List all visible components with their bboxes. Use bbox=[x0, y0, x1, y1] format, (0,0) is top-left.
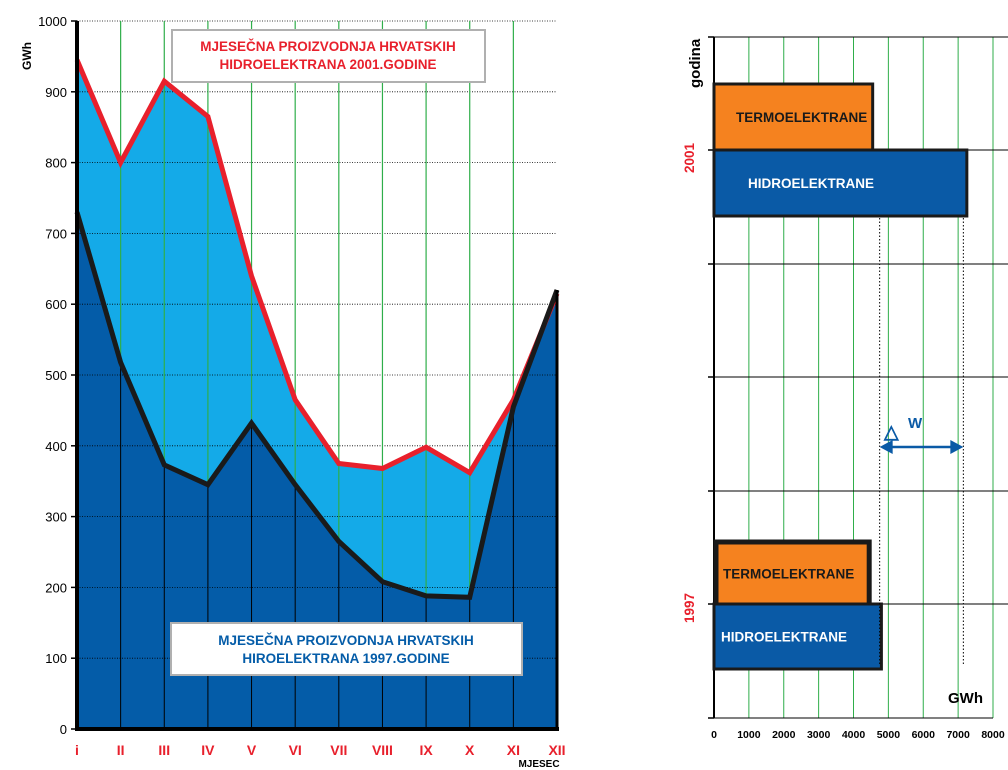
x-tick-label: XI bbox=[507, 742, 520, 758]
legend-2001-line: MJESEČNA PROIZVODNJA HRVATSKIH bbox=[200, 39, 456, 54]
y-tick-label: 100 bbox=[45, 651, 67, 666]
y-tick-label: 300 bbox=[45, 510, 67, 525]
x-tick-label: 8000 bbox=[981, 729, 1005, 741]
x-tick-label: 7000 bbox=[946, 729, 970, 741]
y-axis-label: godina bbox=[687, 38, 704, 88]
y-axis-label: GWh bbox=[20, 42, 34, 70]
group-label-2001: 2001 bbox=[682, 142, 697, 173]
area-1997 bbox=[77, 212, 557, 729]
y-tick-label: 800 bbox=[45, 156, 67, 171]
bar-hidroelektrane-1997 bbox=[712, 602, 883, 671]
bar-label: HIDROELEKTRANE bbox=[748, 176, 874, 191]
legend-box-2001 bbox=[171, 29, 486, 83]
x-tick-label: III bbox=[158, 742, 170, 758]
x-tick-label: II bbox=[117, 742, 125, 758]
y-tick-label: 500 bbox=[45, 368, 67, 383]
legend-1997-line: MJESEČNA PROIZVODNJA HRVATSKIH bbox=[218, 633, 474, 648]
bar-label: TERMOELEKTRANE bbox=[736, 110, 867, 125]
series-line-2001 bbox=[74, 58, 560, 477]
x-tick-label: 2000 bbox=[772, 729, 796, 741]
delta-arrowhead-left bbox=[879, 440, 893, 454]
x-tick-label: 4000 bbox=[842, 729, 866, 741]
x-tick-label: XII bbox=[548, 742, 565, 758]
x-axis-label: MJESEC bbox=[518, 759, 559, 770]
x-tick-label: 5000 bbox=[877, 729, 901, 741]
delta-label: W bbox=[908, 415, 923, 432]
x-tick-label: VI bbox=[289, 742, 302, 758]
series-line-1997 bbox=[74, 211, 560, 600]
y-tick-label: 700 bbox=[45, 226, 67, 241]
bar-label: TERMOELEKTRANE bbox=[723, 567, 854, 582]
y-tick-label: 200 bbox=[45, 580, 67, 595]
x-tick-label: 0 bbox=[711, 729, 717, 741]
y-tick-label: 600 bbox=[45, 297, 67, 312]
bar-termoelektrane-1997 bbox=[713, 539, 872, 608]
delta-symbol: △ bbox=[883, 422, 900, 443]
legend-2001-line: HIDROELEKTRANA 2001.GODINE bbox=[219, 57, 436, 72]
x-axis-label: GWh bbox=[948, 690, 983, 707]
bar-label: HIDROELEKTRANE bbox=[721, 630, 847, 645]
legend-1997-line: HIROELEKTRANA 1997.GODINE bbox=[242, 651, 449, 666]
y-tick-label: 1000 bbox=[38, 14, 67, 29]
x-tick-label: IX bbox=[419, 742, 433, 758]
annual-production-bar-chart: 0 1000 2000 3000 4000 5000 6000 7000 8000 TERMOEL… bbox=[682, 36, 1008, 741]
group-label-1997: 1997 bbox=[682, 593, 697, 623]
x-tick-label: i bbox=[75, 742, 79, 758]
x-tick-label: VIII bbox=[372, 742, 393, 758]
legend-box-1997 bbox=[170, 622, 523, 676]
y-tick-label: 0 bbox=[60, 722, 67, 737]
x-tick-label: 1000 bbox=[737, 729, 761, 741]
x-tick-label: 3000 bbox=[807, 729, 831, 741]
x-tick-label: 6000 bbox=[912, 729, 936, 741]
delta-arrowhead-right bbox=[950, 440, 964, 454]
y-tick-label: 900 bbox=[45, 85, 67, 100]
x-tick-label: V bbox=[247, 742, 257, 758]
y-tick-label: 400 bbox=[45, 439, 67, 454]
bar-termoelektrane-2001 bbox=[712, 82, 875, 152]
bar-hidroelektrane-2001 bbox=[712, 148, 969, 218]
x-tick-label: X bbox=[465, 742, 475, 758]
x-tick-label: IV bbox=[201, 742, 215, 758]
x-tick-label: VII bbox=[330, 742, 347, 758]
